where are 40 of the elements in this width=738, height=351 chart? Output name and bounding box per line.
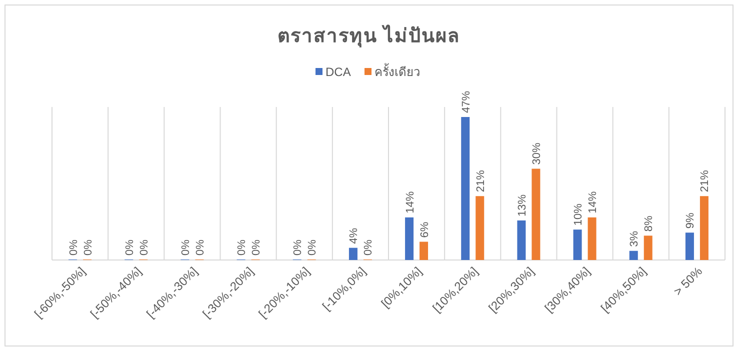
data-label: 0%: [362, 239, 375, 256]
data-label: 0%: [68, 239, 80, 256]
data-label: 13%: [516, 194, 528, 216]
bar: [629, 250, 638, 260]
bar: [700, 196, 708, 260]
data-label: 0%: [82, 239, 94, 256]
data-label: 0%: [194, 239, 206, 256]
data-label: 0%: [306, 239, 319, 256]
legend-label: ครั้งเดียว: [374, 63, 420, 79]
data-label: 8%: [643, 216, 656, 232]
bar: [588, 217, 596, 260]
data-label: 14%: [404, 191, 416, 214]
bar: [405, 217, 414, 260]
data-label: 21%: [474, 170, 487, 192]
data-label: 0%: [236, 239, 248, 256]
bar: [476, 196, 484, 260]
data-label: 30%: [530, 142, 543, 165]
data-label: 0%: [124, 239, 136, 256]
bar: [420, 242, 428, 260]
data-label: 47%: [460, 90, 472, 114]
data-label: 0%: [292, 239, 304, 256]
bar: [517, 220, 526, 260]
title: ตราสารทุน ไม่ปันผล: [277, 26, 461, 47]
data-label: 6%: [418, 222, 431, 238]
bar: [532, 168, 540, 260]
bar: [573, 230, 582, 260]
data-label: 0%: [138, 239, 150, 256]
data-label: 0%: [250, 239, 263, 256]
data-label: 0%: [180, 239, 192, 256]
data-label: 10%: [572, 203, 585, 226]
data-label: 21%: [699, 170, 712, 192]
bar: [461, 117, 470, 260]
bar: [348, 248, 358, 260]
bar: [644, 236, 652, 260]
bar: [685, 232, 694, 260]
data-label: 4%: [348, 228, 360, 244]
data-label: 14%: [587, 191, 600, 214]
data-label: 3%: [628, 230, 641, 247]
legend-label: DCA: [326, 65, 351, 79]
data-label: 9%: [684, 212, 697, 229]
